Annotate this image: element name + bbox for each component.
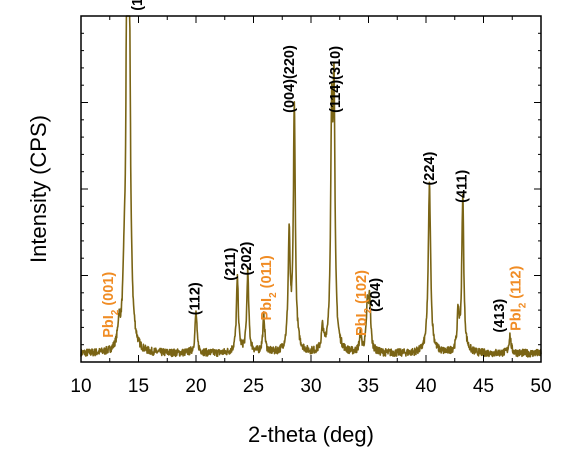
pbi2-base: PbI — [101, 315, 117, 338]
peak-label-ann-211: (211) — [223, 247, 239, 280]
x-tick-label: 40 — [415, 376, 436, 397]
xrd-series-line — [80, 15, 542, 358]
pbi2-base: PbI — [259, 298, 275, 321]
ticks-layer: 10 15 20 25 30 35 40 45 50 — [70, 15, 552, 397]
x-tick-label: 15 — [128, 376, 149, 397]
series-layer — [80, 15, 542, 358]
peak-label-ann-202: (202) — [239, 241, 255, 275]
pbi2-hkl: (112) — [508, 266, 524, 299]
x-tick-label: 10 — [70, 376, 91, 397]
annotations-layer: (002)(110)(112)(211)(202)(004)(220)(114)… — [101, 0, 528, 338]
peak-label-ann-204: (204) — [368, 278, 384, 312]
pbi2-subscript: 2 — [268, 292, 279, 298]
pbi2-base: PbI — [354, 313, 370, 336]
x-tick-label: 25 — [243, 376, 264, 397]
peak-label-ann-114-310: (114)(310) — [328, 46, 344, 113]
pbi2-label-pbi2-112: PbI2 (112) — [508, 266, 528, 331]
x-tick-label: 45 — [473, 376, 494, 397]
x-axis-title: 2-theta (deg) — [248, 422, 374, 447]
pbi2-subscript: 2 — [363, 307, 374, 313]
peak-label-ann-112: (112) — [187, 282, 203, 315]
pbi2-hkl: (011) — [259, 255, 275, 288]
x-tick-label: 30 — [300, 376, 321, 397]
pbi2-label-pbi2-011: PbI2 (011) — [259, 255, 279, 320]
pbi2-label-pbi2-001: PbI2 (001) — [101, 272, 121, 338]
peak-label-ann-110: (110) — [130, 0, 146, 11]
pbi2-label-pbi2-102: PbI2 (102) — [354, 270, 374, 336]
plot-frame — [80, 15, 542, 363]
pbi2-base: PbI — [508, 308, 524, 331]
x-tick-label: 20 — [185, 376, 206, 397]
pbi2-subscript: 2 — [517, 302, 528, 308]
peak-label-ann-224: (224) — [422, 152, 438, 186]
y-axis-title: Intensity (CPS) — [26, 115, 51, 263]
peak-label-ann-004-220: (004)(220) — [282, 45, 298, 113]
pbi2-subscript: 2 — [110, 309, 121, 315]
peak-label-ann-411: (411) — [454, 170, 470, 203]
peak-label-ann-413: (413) — [492, 299, 508, 333]
pbi2-hkl: (102) — [354, 270, 370, 304]
x-tick-label: 50 — [530, 376, 551, 397]
pbi2-hkl: (001) — [101, 272, 117, 306]
x-tick-label: 35 — [358, 376, 379, 397]
